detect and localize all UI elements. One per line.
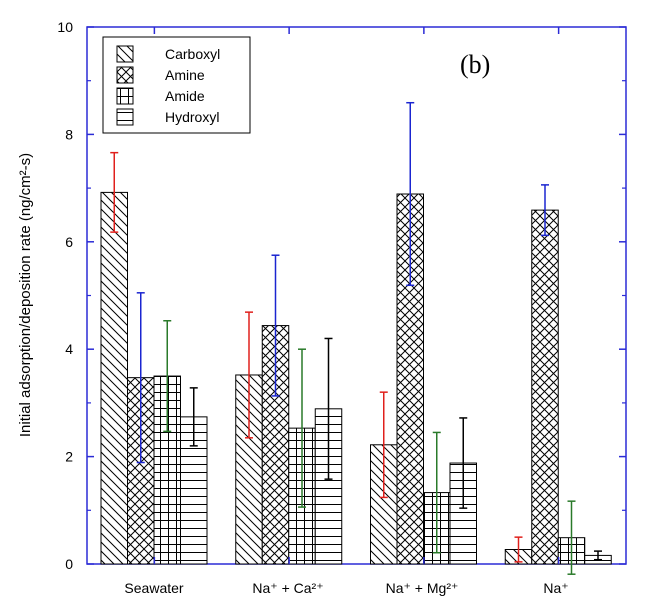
y-tick-label-10: 10 [57, 19, 73, 35]
legend-label-amine: Amine [165, 67, 205, 83]
bar-amine-na [531, 209, 559, 565]
legend-swatch-amide [116, 87, 134, 105]
y-tick-label-8: 8 [65, 126, 73, 142]
x-tick-label-na-mg: Na⁺ + Mg²⁺ [386, 580, 459, 596]
legend-label-carboxyl: Carboxyl [165, 46, 220, 62]
legend-swatch-amine [116, 66, 134, 84]
bar-amine-na-ca [261, 325, 290, 565]
y-tick-label-4: 4 [65, 341, 73, 357]
x-tick-label-seawater: Seawater [124, 580, 183, 596]
x-tick-label-na: Na⁺ [543, 580, 568, 596]
y-tick-label-2: 2 [65, 449, 73, 465]
x-tick-label-na-ca: Na⁺ + Ca²⁺ [252, 580, 323, 596]
legend: Carboxyl Amine Amide Hydroxyl [102, 36, 251, 134]
y-tick-label-6: 6 [65, 234, 73, 250]
legend-swatch-carboxyl [116, 45, 134, 63]
legend-label-hydroxyl: Hydroxyl [165, 109, 219, 125]
legend-label-amide: Amide [165, 88, 205, 104]
y-axis-title: Initial adsorption/deposition rate (ng/c… [17, 153, 34, 437]
legend-swatch-hydroxyl [116, 108, 134, 126]
y-tick-label-0: 0 [65, 556, 73, 572]
panel-label: (b) [460, 50, 490, 79]
bar-carboxyl-seawater [100, 191, 128, 565]
